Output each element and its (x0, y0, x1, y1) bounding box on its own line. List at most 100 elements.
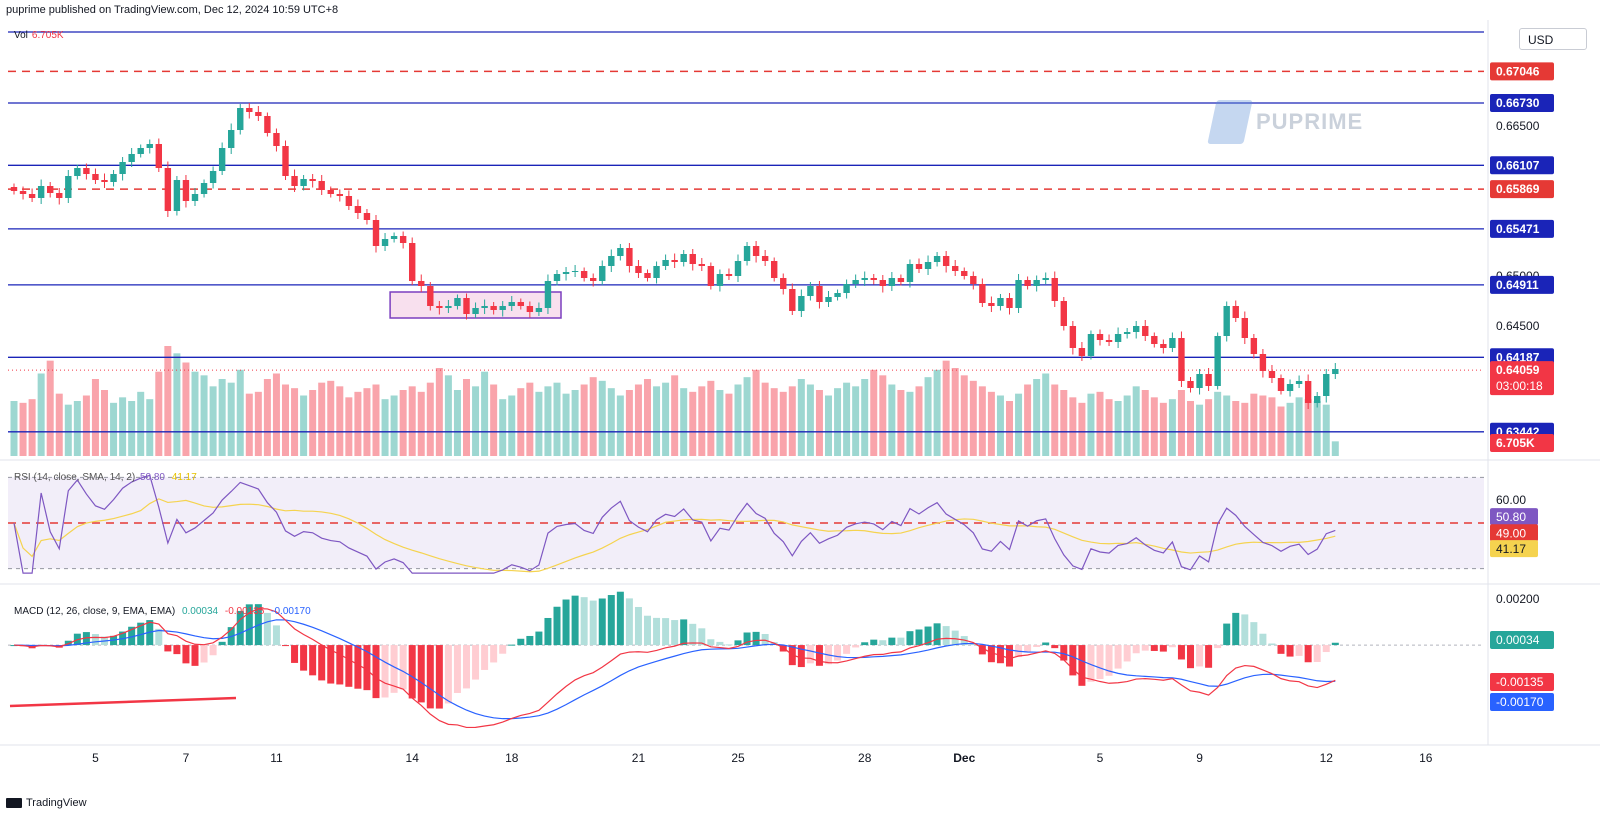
volume-bar (761, 382, 769, 456)
macd-histogram-bar (282, 645, 289, 647)
macd-histogram-bar (164, 645, 172, 652)
volume-bar (996, 395, 1004, 456)
candle-body (1214, 336, 1221, 386)
macd-histogram-bar (1033, 645, 1041, 647)
candle-body (74, 168, 81, 176)
volume-bar (662, 382, 670, 456)
macd-histogram-bar (1096, 645, 1104, 680)
time-axis-tick: 9 (1196, 751, 1203, 765)
volume-bar (625, 390, 633, 456)
volume-bar (517, 388, 525, 456)
macd-histogram-bar (1177, 645, 1185, 660)
rsi-band (8, 477, 1484, 569)
volume-bar (119, 397, 127, 456)
macd-histogram-bar (1159, 645, 1167, 652)
candle-body (309, 179, 316, 181)
candle-body (155, 144, 162, 168)
volume-bar (272, 373, 280, 456)
volume-bar (372, 384, 380, 456)
candle-body (92, 174, 99, 180)
macd-histogram-bar (1024, 645, 1032, 653)
macd-histogram-bar (535, 631, 543, 646)
volume-bar (390, 395, 398, 456)
candle-body (752, 246, 760, 256)
volume-bar (472, 386, 480, 456)
macd-histogram-bar (128, 626, 136, 646)
candle-body (101, 180, 108, 182)
macd-histogram-bar (725, 644, 733, 646)
volume-bar (245, 393, 253, 456)
candle-body (834, 293, 841, 297)
macd-histogram-bar (272, 625, 280, 646)
candle-body (771, 261, 778, 278)
candle-body (399, 236, 407, 243)
volume-bar (942, 360, 950, 456)
volume-bar (146, 399, 154, 456)
candle-body (1332, 369, 1339, 374)
candle-body (1277, 378, 1285, 391)
macd-histogram-bar (1196, 645, 1204, 667)
volume-bar (327, 380, 335, 456)
candle-body (300, 179, 307, 186)
rsi-value-label-text: 50.80 (1496, 510, 1526, 524)
volume-bar (969, 380, 977, 456)
candle-body (816, 286, 823, 302)
candle-body (671, 260, 678, 262)
level-price-label-text: 0.64911 (1496, 278, 1539, 292)
volume-bar (788, 386, 796, 456)
macd-histogram-bar (915, 629, 923, 646)
rsi-value-label (1490, 540, 1538, 558)
macd-histogram-bar (508, 644, 516, 646)
macd-histogram-bar (544, 617, 552, 646)
macd-histogram-bar (1295, 645, 1303, 656)
candle-body (10, 187, 18, 191)
volume-bar (951, 368, 959, 456)
macd-legend: MACD (12, 26, close, 9, EMA, EMA) 0.0003… (14, 606, 311, 617)
volume-bar (282, 384, 289, 456)
macd-histogram-bar (300, 645, 308, 671)
volume-bar (55, 393, 63, 456)
macd-histogram-bar (472, 645, 480, 680)
macd-histogram-bar (734, 640, 742, 646)
current-price-label (1490, 361, 1554, 396)
macd-histogram-bar (698, 628, 706, 646)
macd-histogram-bar (1168, 645, 1176, 648)
candle-body (698, 264, 705, 266)
volume-bar (589, 377, 597, 456)
candle-body (952, 266, 959, 271)
tradingview-footer[interactable]: TradingView (6, 797, 87, 809)
candle-body (789, 289, 796, 311)
macd-axis-tick: 0.00200 (1496, 592, 1540, 606)
volume-bar (1241, 402, 1249, 456)
macd-histogram-bar (1331, 642, 1339, 646)
candle-body (535, 308, 543, 312)
macd-histogram-bar (1187, 645, 1194, 669)
volume-bar (1168, 399, 1176, 456)
candle-body (472, 308, 479, 314)
volume-bar (843, 382, 851, 456)
volume-value-label (1490, 434, 1554, 452)
currency-selector-button[interactable]: USD (1519, 28, 1587, 50)
candle-body (1114, 334, 1122, 342)
volume-bar (200, 375, 208, 456)
volume-bar (1132, 386, 1140, 456)
macd-histogram-bar (716, 641, 724, 646)
candle-body (526, 306, 534, 312)
macd-histogram-bar (834, 645, 842, 661)
macd-histogram-bar (82, 632, 90, 646)
macd-histogram-bar (218, 641, 226, 646)
macd-histogram-bar (978, 645, 986, 655)
macd-signal-legend: -0.00170 (271, 606, 311, 617)
candle-body (680, 254, 687, 262)
candle-body (218, 148, 226, 171)
candle-body (146, 144, 153, 148)
candle-body (418, 281, 425, 286)
candle-body (626, 248, 633, 266)
macd-value-label-text: -0.00135 (1496, 675, 1544, 689)
macd-histogram-bar (580, 597, 588, 646)
volume-bar (571, 390, 579, 456)
macd-histogram-bar (263, 612, 271, 646)
candle-body (128, 154, 135, 162)
macd-histogram-bar (1051, 645, 1059, 649)
